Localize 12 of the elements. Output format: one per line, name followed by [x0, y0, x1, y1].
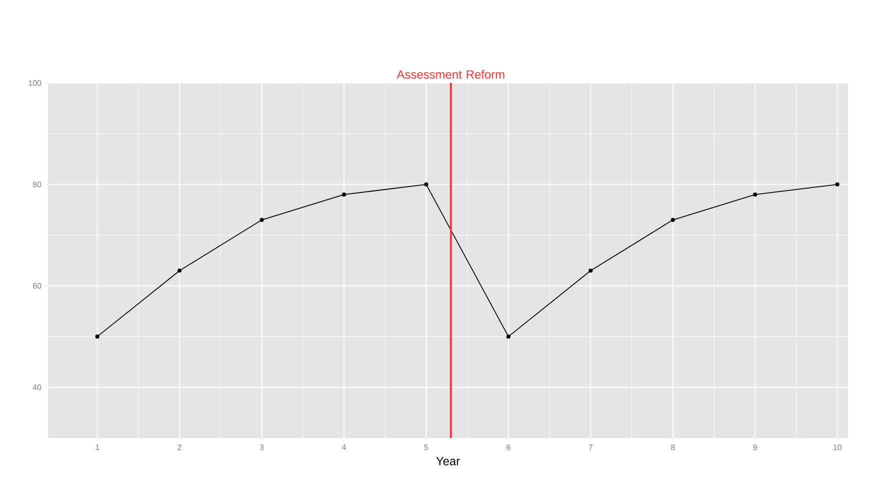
- point: [588, 268, 593, 273]
- point: [670, 218, 675, 222]
- point: [95, 334, 100, 339]
- point: [342, 192, 346, 197]
- ref-line-label: Assessment Reform: [396, 70, 504, 79]
- point: [835, 182, 840, 186]
- point: [753, 192, 758, 197]
- x-axis-title: Year: [436, 457, 460, 466]
- point: [260, 218, 264, 222]
- point: [506, 334, 510, 339]
- point: [424, 182, 428, 186]
- point: [178, 268, 182, 273]
